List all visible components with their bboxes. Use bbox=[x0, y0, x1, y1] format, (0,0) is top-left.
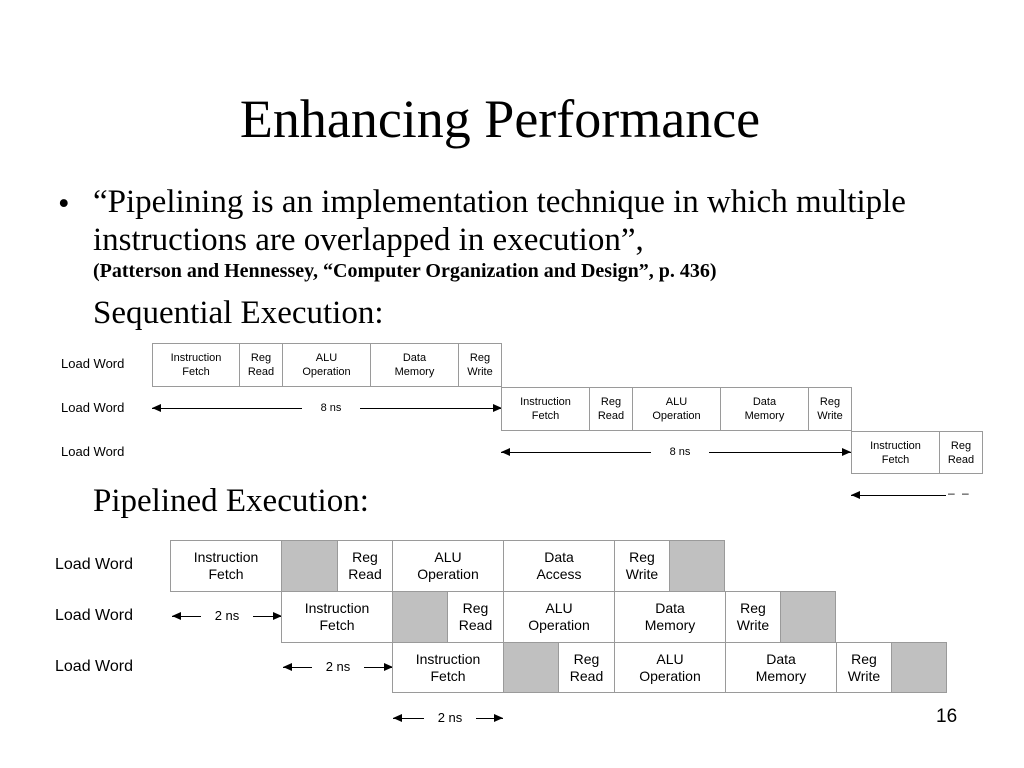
pipelined-timing-label: 2 ns bbox=[201, 609, 253, 623]
pipelined-stage-alu-operation: ALU Operation bbox=[503, 591, 615, 643]
page-number: 16 bbox=[936, 706, 958, 727]
sequential-stage-data-memory: Data Memory bbox=[370, 343, 459, 387]
pipelined-stage-reg-read: Reg Read bbox=[337, 540, 393, 592]
arrow-left-icon bbox=[172, 612, 181, 620]
sequential-timing-label: 8 ns bbox=[302, 401, 360, 415]
arrow-right-icon bbox=[493, 404, 502, 412]
sequential-timing-label: 8 ns bbox=[651, 445, 709, 459]
pipelined-stage-idle bbox=[281, 540, 338, 592]
sequential-stage-instruction-fetch: Instruction Fetch bbox=[152, 343, 240, 387]
arrow-right-icon bbox=[842, 448, 851, 456]
pipelined-timing-arrow: 2 ns bbox=[393, 711, 503, 725]
sequential-stage-instruction-fetch: Instruction Fetch bbox=[501, 387, 590, 431]
arrow-right-icon bbox=[384, 663, 393, 671]
pipelined-timing-label: 2 ns bbox=[424, 711, 476, 725]
pipelined-stage-reg-write: Reg Write bbox=[725, 591, 781, 643]
arrow-left-icon bbox=[393, 714, 402, 722]
pipelined-stage-alu-operation: ALU Operation bbox=[392, 540, 504, 592]
sequential-stage-reg-write: Reg Write bbox=[808, 387, 852, 431]
pipelined-stage-reg-read: Reg Read bbox=[558, 642, 615, 693]
pipelined-stage-idle bbox=[503, 642, 559, 693]
arrow-right-icon bbox=[494, 714, 503, 722]
sequential-stage-instruction-fetch: Instruction Fetch bbox=[851, 431, 940, 474]
sequential-continuation-arrow bbox=[851, 488, 946, 502]
pipelined-stage-instruction-fetch: Instruction Fetch bbox=[170, 540, 282, 592]
arrow-right-icon bbox=[273, 612, 282, 620]
arrow-left-icon bbox=[501, 448, 510, 456]
sequential-stage-alu-operation: ALU Operation bbox=[632, 387, 721, 431]
sequential-row-label: Load Word bbox=[61, 356, 125, 371]
sequential-stage-reg-write: Reg Write bbox=[458, 343, 502, 387]
sequential-stage-data-memory: Data Memory bbox=[720, 387, 809, 431]
sequential-row-label: Load Word bbox=[61, 444, 125, 459]
pipelined-stage-alu-operation: ALU Operation bbox=[614, 642, 726, 693]
pipelined-stage-instruction-fetch: Instruction Fetch bbox=[392, 642, 504, 693]
pipelined-stage-reg-read: Reg Read bbox=[447, 591, 504, 643]
sequential-timing-arrow: 8 ns bbox=[501, 445, 851, 459]
pipelined-stage-idle bbox=[891, 642, 947, 693]
slide-title: Enhancing Performance bbox=[239, 89, 761, 149]
pipelined-heading: Pipelined Execution: bbox=[93, 483, 369, 519]
arrow-left-icon bbox=[851, 491, 860, 499]
sequential-stage-reg-read: Reg Read bbox=[239, 343, 283, 387]
pipelined-stage-reg-write: Reg Write bbox=[836, 642, 892, 693]
bullet-marker: • bbox=[58, 186, 70, 222]
pipelined-timing-arrow: 2 ns bbox=[283, 660, 393, 674]
sequential-stage-reg-read: Reg Read bbox=[939, 431, 983, 474]
pipelined-stage-reg-write: Reg Write bbox=[614, 540, 670, 592]
pipelined-stage-idle bbox=[392, 591, 448, 643]
pipelined-stage-instruction-fetch: Instruction Fetch bbox=[281, 591, 393, 643]
pipelined-row-label: Load Word bbox=[55, 658, 133, 675]
arrow-left-icon bbox=[283, 663, 292, 671]
sequential-row-label: Load Word bbox=[61, 400, 125, 415]
pipelined-stage-data-memory: Data Memory bbox=[725, 642, 837, 693]
pipelined-stage-data-memory: Data Memory bbox=[614, 591, 726, 643]
sequential-stage-alu-operation: ALU Operation bbox=[282, 343, 371, 387]
continuation-dashes: – – bbox=[948, 486, 971, 500]
pipelined-timing-arrow: 2 ns bbox=[172, 609, 282, 623]
sequential-timing-arrow: 8 ns bbox=[152, 401, 502, 415]
sequential-stage-reg-read: Reg Read bbox=[589, 387, 633, 431]
pipelined-stage-idle bbox=[669, 540, 725, 592]
pipelined-timing-label: 2 ns bbox=[312, 660, 364, 674]
pipelined-row-label: Load Word bbox=[55, 607, 133, 624]
citation: (Patterson and Hennessey, “Computer Orga… bbox=[93, 260, 717, 282]
pipelining-quote: “Pipelining is an implementation techniq… bbox=[93, 184, 906, 258]
pipelined-row-label: Load Word bbox=[55, 556, 133, 573]
sequential-heading: Sequential Execution: bbox=[93, 295, 384, 331]
pipelined-stage-data-access: Data Access bbox=[503, 540, 615, 592]
pipelined-stage-idle bbox=[780, 591, 836, 643]
arrow-left-icon bbox=[152, 404, 161, 412]
